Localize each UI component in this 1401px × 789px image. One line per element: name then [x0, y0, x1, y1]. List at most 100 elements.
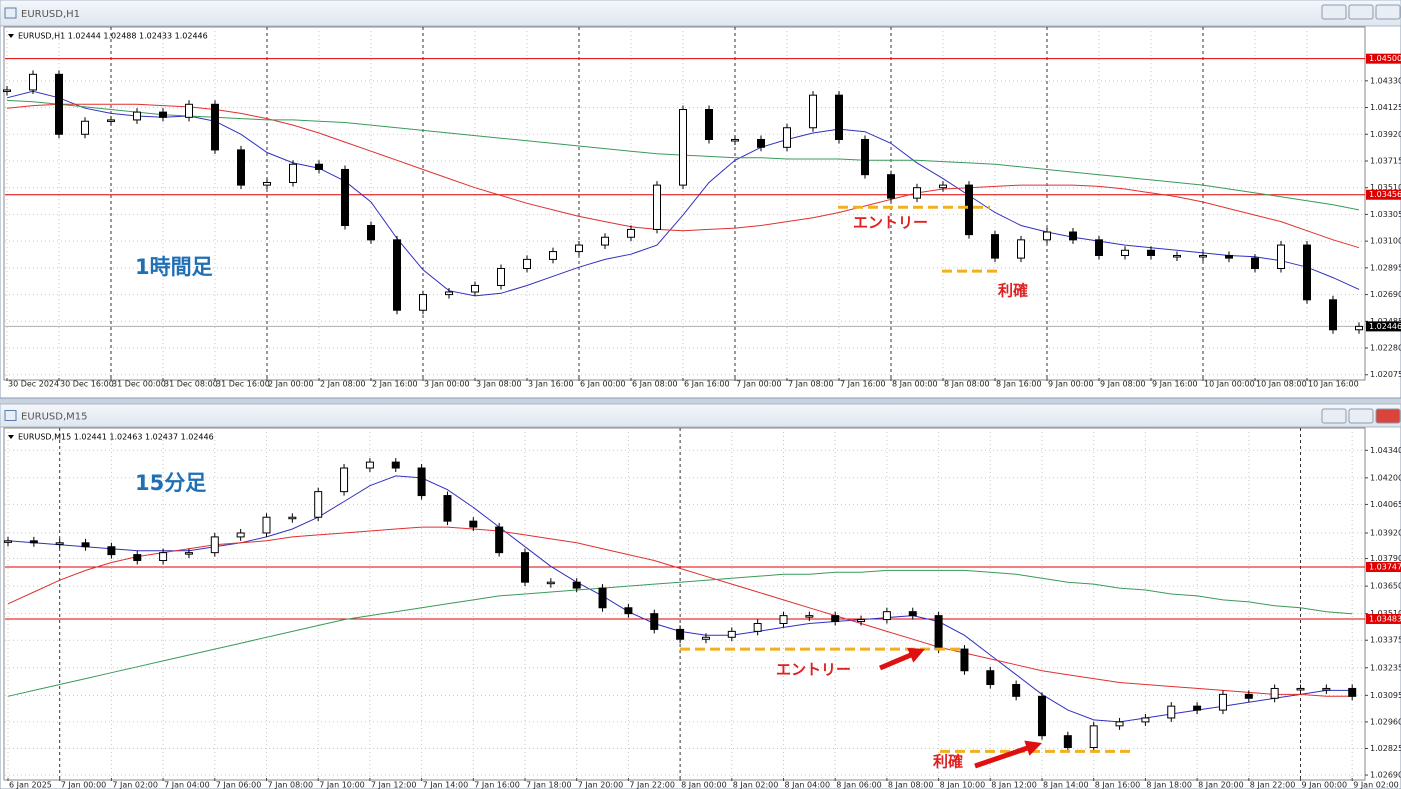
candle [1244, 693, 1253, 699]
candle [805, 615, 814, 618]
close-button[interactable] [1375, 4, 1401, 20]
annotation: 利確 [998, 282, 1028, 300]
candle [1329, 299, 1337, 331]
y-tick-label: 1.03715 [1370, 156, 1401, 165]
candle [1089, 725, 1098, 748]
maximize-button[interactable] [1348, 4, 1374, 20]
x-tick-label: 30 Dec 2024 [8, 380, 59, 389]
y-tick-label: 1.03510 [1370, 609, 1401, 618]
candle [391, 461, 400, 469]
candle [365, 461, 374, 469]
candle [81, 542, 90, 548]
level-box [1366, 53, 1401, 64]
candle [29, 540, 38, 544]
x-tick-label: 7 Jan 20:00 [578, 781, 624, 789]
candle [340, 467, 349, 493]
x-tick-label: 7 Jan 10:00 [319, 781, 365, 789]
timeframe-label: 15分足 [135, 471, 206, 495]
x-tick-label: 7 Jan 16:00 [474, 781, 520, 789]
level-label: 1.02446 [1369, 322, 1401, 331]
y-tick-label: 1.04340 [1370, 446, 1401, 455]
candle [55, 73, 63, 135]
x-tick-label: 6 Jan 2025 [9, 781, 52, 789]
candle [861, 138, 869, 176]
x-tick-label: 8 Jan 12:00 [991, 781, 1037, 789]
x-tick-label: 7 Jan 22:00 [629, 781, 675, 789]
candle [986, 670, 995, 686]
candle [314, 491, 323, 518]
minimize-button[interactable] [1321, 4, 1347, 20]
candle [133, 111, 141, 121]
info-arrow [8, 435, 14, 439]
y-tick-label: 1.03920 [1370, 528, 1401, 537]
y-tick-label: 1.04065 [1370, 500, 1401, 509]
y-tick-label: 1.03375 [1370, 636, 1401, 645]
x-tick-label: 8 Jan 18:00 [1146, 781, 1192, 789]
x-tick-label: 31 Dec 08:00 [164, 380, 218, 389]
x-tick-label: 9 Jan 08:00 [1100, 380, 1146, 389]
candle [857, 619, 866, 623]
candle [1141, 717, 1150, 723]
candle [1043, 231, 1051, 241]
plot-area [3, 26, 1366, 381]
candle [495, 526, 504, 554]
level-box [1366, 562, 1401, 573]
candle [1147, 249, 1155, 256]
x-tick-label: 10 Jan 00:00 [1204, 380, 1255, 389]
level-label: 1.03483 [1369, 614, 1401, 623]
candle [809, 94, 817, 129]
annotation: 利確 [933, 753, 963, 771]
candle [1251, 257, 1259, 270]
moving-average [7, 569, 1353, 697]
candle [627, 228, 635, 238]
arrow-shaft [879, 650, 917, 671]
candle [210, 536, 219, 554]
minimize-button[interactable] [1321, 408, 1347, 424]
candle [1017, 239, 1025, 259]
candle [1355, 325, 1363, 331]
window-title: EURUSD,M15 [21, 412, 87, 423]
x-tick-label: 9 Jan 00:00 [1048, 380, 1094, 389]
candle [184, 552, 193, 555]
candle [471, 284, 479, 293]
candle [3, 89, 11, 92]
y-tick-label: 1.02960 [1370, 717, 1401, 726]
candle [779, 615, 788, 625]
x-tick-label: 8 Jan 08:00 [944, 380, 990, 389]
info-arrow [8, 34, 14, 38]
x-tick-label: 30 Dec 16:00 [60, 380, 114, 389]
candle [624, 607, 633, 615]
chart-info: EURUSD,H1 1.02444 1.02488 1.02433 1.0244… [18, 32, 208, 41]
candle [185, 103, 193, 118]
maximize-button[interactable] [1348, 408, 1374, 424]
y-tick-label: 1.02895 [1370, 263, 1401, 272]
y-tick-label: 1.03235 [1370, 663, 1401, 672]
candle [882, 611, 891, 621]
x-tick-label: 7 Jan 02:00 [112, 781, 158, 789]
title-bar [0, 0, 1401, 27]
x-tick-label: 31 Dec 00:00 [112, 380, 166, 389]
candle [315, 163, 323, 170]
x-tick-label: 8 Jan 16:00 [996, 380, 1042, 389]
candle [960, 648, 969, 672]
candle [445, 291, 453, 296]
window-icon [4, 7, 17, 19]
window-title: EURUSD,H1 [21, 9, 80, 20]
candle [417, 467, 426, 497]
y-tick-label: 1.02690 [1370, 290, 1401, 299]
level-label: 1.04500 [1369, 54, 1401, 63]
candle [1069, 231, 1077, 241]
x-tick-label: 8 Jan 10:00 [940, 781, 986, 789]
candle [1115, 721, 1124, 727]
candle [1167, 705, 1176, 719]
candle [934, 615, 943, 650]
candle [1012, 684, 1021, 697]
arrow-head [907, 647, 925, 663]
x-tick-label: 7 Jan 00:00 [61, 781, 107, 789]
y-tick-label: 1.02825 [1370, 744, 1401, 753]
x-tick-label: 10 Jan 16:00 [1308, 380, 1359, 389]
y-tick-label: 1.03510 [1370, 183, 1401, 192]
candle [1038, 695, 1046, 737]
candle [753, 623, 762, 632]
close-button[interactable] [1375, 408, 1401, 424]
